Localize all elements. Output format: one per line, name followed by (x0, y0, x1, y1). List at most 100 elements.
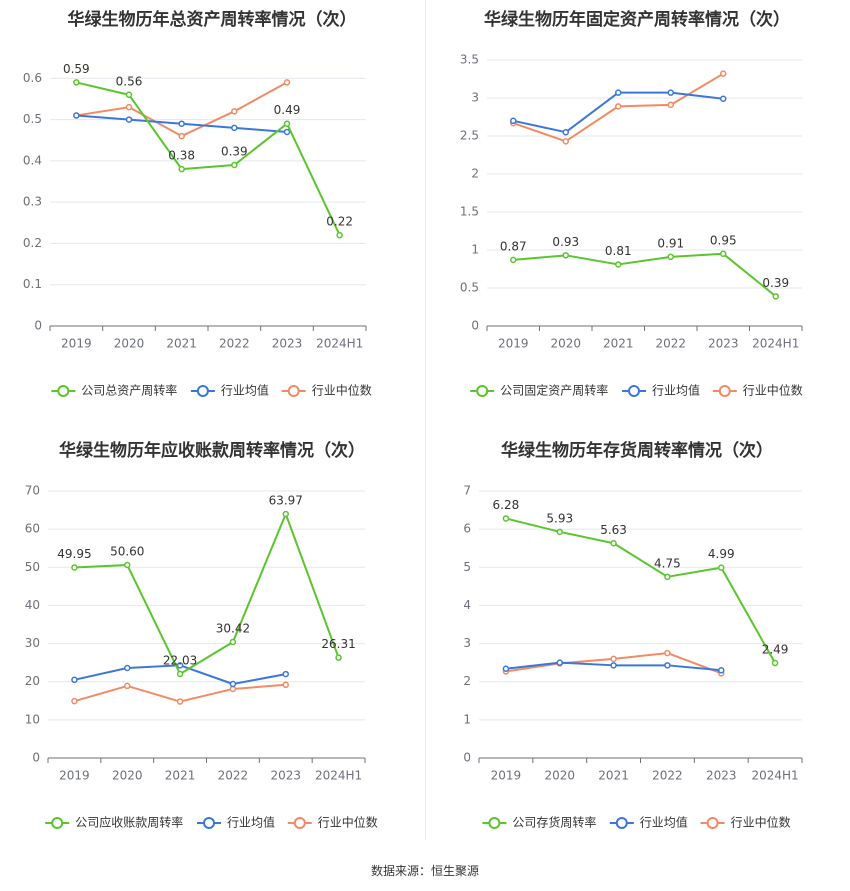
y-tick-label: 2 (463, 674, 471, 688)
chart-title: 华绿生物历年总资产周转率情况（次） (68, 9, 357, 30)
legend-label: 行业中位数 (731, 815, 791, 830)
data-point-company (720, 250, 727, 258)
data-point-company (229, 638, 237, 646)
y-tick-label: 4 (463, 598, 471, 612)
data-point-avg (282, 670, 289, 678)
data-point-avg (229, 680, 237, 688)
legend-marker (476, 385, 489, 397)
data-point-avg (667, 89, 674, 96)
chart-title: 华绿生物历年存货周转率情况（次） (501, 440, 773, 461)
data-point-company (282, 510, 289, 518)
chart-svg: 华绿生物历年应收账款周转率情况（次） 0 10 20 30 40 50 60 70 2019 202… (25, 440, 378, 830)
data-point-median (282, 681, 289, 689)
legend-label: 公司存货周转率 (512, 815, 596, 830)
legend-item: 行业中位数 (700, 815, 791, 830)
series-line-company (76, 81, 341, 236)
data-point-avg (125, 116, 133, 123)
x-tick-label: 2019 (491, 769, 522, 783)
data-point-avg (664, 662, 671, 669)
series-line-company (513, 252, 777, 298)
y-tick-label: 0 (471, 319, 479, 333)
data-label: 4.99 (708, 547, 735, 561)
legend-label: 行业均值 (227, 815, 275, 830)
data-point-avg (720, 95, 727, 103)
y-tick-label: 2 (471, 167, 479, 181)
data-point-avg (73, 112, 80, 119)
legend-label: 行业中位数 (312, 383, 372, 398)
data-label: 0.91 (657, 236, 684, 250)
chart-svg: 华绿生物历年存货周转率情况（次） 0 1 2 3 4 5 6 7 2019 2020 2021 2022… (463, 440, 803, 830)
panel-divider (425, 0, 426, 840)
data-point-company (125, 91, 133, 99)
data-label: 0.87 (500, 239, 527, 253)
y-tick-label: 6 (463, 522, 471, 536)
chart-panel-receivables-turnover: 华绿生物历年应收账款周转率情况（次） 0 10 20 30 40 50 60 70 2019 202… (0, 430, 425, 860)
x-tick-label: 2021 (165, 769, 196, 783)
data-point-median (124, 682, 131, 690)
legend-label: 公司应收账款周转率 (75, 815, 183, 830)
data-point-median (125, 103, 133, 111)
legend-marker (203, 817, 215, 829)
legend-item: 行业中位数 (287, 815, 378, 830)
x-tick-label: 2019 (61, 337, 92, 351)
data-label: 0.22 (326, 215, 353, 229)
data-label: 26.31 (321, 637, 355, 651)
y-tick-label: 0.1 (23, 277, 42, 291)
y-tick-label: 30 (25, 636, 40, 650)
x-tick-label: 2020 (544, 769, 575, 783)
data-point-median (667, 101, 674, 109)
legend-item: 公司存货周转率 (482, 815, 596, 830)
x-tick-label: 2022 (652, 769, 683, 783)
legend-label: 行业均值 (221, 383, 269, 398)
data-label: 0.49 (274, 103, 301, 117)
legend-item: 行业均值 (190, 383, 269, 398)
data-point-avg (718, 667, 725, 674)
legend-item: 行业均值 (197, 815, 275, 830)
data-point-avg (615, 89, 622, 96)
y-tick-label: 0.4 (23, 153, 42, 167)
y-tick-label: 1 (471, 243, 479, 257)
chart-panel-total-asset-turnover: 华绿生物历年总资产周转率情况（次） 0 0.1 0.2 0.3 0.4 0.5 0.6 2019… (0, 0, 425, 430)
x-tick-label: 2020 (114, 337, 145, 351)
y-tick-label: 1 (463, 712, 471, 726)
legend-label: 行业中位数 (743, 383, 803, 398)
data-point-avg (502, 665, 510, 672)
legend-marker (287, 385, 300, 397)
y-tick-label: 0 (34, 319, 42, 333)
data-point-median (231, 108, 238, 115)
y-tick-label: 0.3 (23, 195, 42, 209)
data-point-company (664, 573, 671, 581)
data-point-company (502, 515, 510, 522)
x-tick-label: 2021 (603, 337, 634, 351)
legend-label: 公司总资产周转率 (81, 383, 177, 398)
legend-item: 行业中位数 (281, 383, 372, 398)
data-label: 0.93 (552, 235, 579, 249)
legend-marker (57, 385, 70, 397)
y-tick-label: 70 (25, 484, 40, 498)
data-label: 2.49 (762, 643, 789, 657)
data-source-note: 数据来源：恒生聚源 (370, 864, 479, 878)
data-label: 50.60 (110, 544, 144, 558)
legend-marker (706, 817, 719, 829)
legend-item: 公司固定资产周转率 (470, 383, 608, 398)
y-tick-label: 50 (25, 560, 40, 574)
chart-panel-fixed-asset-turnover: 华绿生物历年固定资产周转率情况（次） 0 0.5 1 1.5 2 2.5 3 3.5 2019 20… (425, 0, 850, 430)
y-tick-label: 3 (471, 91, 479, 105)
data-point-company (124, 561, 131, 569)
chart-title: 华绿生物历年固定资产周转率情况（次） (484, 9, 790, 30)
data-label: 0.39 (221, 144, 248, 158)
data-point-avg (510, 117, 517, 125)
data-point-company (231, 161, 238, 169)
y-tick-label: 2.5 (460, 129, 479, 143)
data-label: 49.95 (57, 547, 91, 561)
data-point-company (667, 253, 674, 261)
data-point-company (71, 564, 78, 571)
x-tick-label: 2019 (498, 337, 529, 351)
legend-marker (628, 385, 640, 397)
data-point-median (176, 698, 184, 705)
x-tick-label: 2020 (112, 769, 143, 783)
y-tick-label: 0.5 (460, 281, 479, 295)
y-tick-label: 40 (25, 598, 40, 612)
y-tick-label: 60 (25, 522, 40, 536)
data-point-company (335, 654, 342, 661)
